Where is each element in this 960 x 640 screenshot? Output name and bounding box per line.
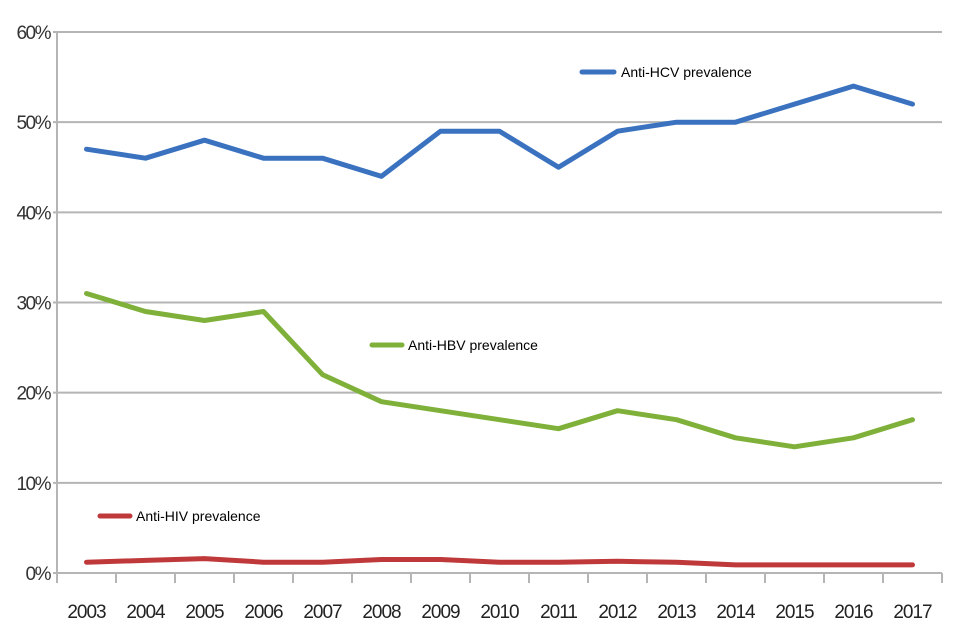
y-tick-label: 20%: [16, 384, 51, 405]
x-tick-label: 2014: [716, 602, 756, 623]
x-tick-label: 2006: [244, 602, 283, 623]
gridlines: [53, 31, 942, 574]
legend-label-hbv: Anti-HBV prevalence: [408, 337, 538, 353]
x-tick-label: 2008: [362, 602, 401, 623]
x-tick-label: 2016: [834, 602, 873, 623]
legend-item-hbv: Anti-HBV prevalence: [369, 337, 538, 353]
x-tick-label: 2017: [893, 602, 932, 623]
y-tick-label: 0%: [26, 564, 52, 585]
series-line-hiv: [84, 556, 915, 568]
x-axis-ticks: 2003 2004 2005 2006 2007 2008 2009 2010 2011 2012…: [67, 602, 933, 623]
y-tick-label: 30%: [16, 294, 51, 315]
x-tick-label: 2004: [126, 602, 166, 623]
x-tick-label: 2010: [480, 602, 519, 623]
y-axis-ticks: 0% 10% 20% 30% 40% 50% 60%: [16, 23, 53, 585]
x-tick-label: 2013: [657, 602, 696, 623]
x-tick-label: 2009: [421, 602, 460, 623]
y-tick-label: 40%: [16, 203, 51, 224]
series-line-hbv: [84, 291, 915, 450]
y-tick-label: 50%: [16, 113, 51, 134]
legend-item-hcv: Anti-HCV prevalence: [579, 64, 752, 80]
y-tick-label: 10%: [16, 474, 51, 495]
legend: Anti-HCV prevalence Anti-HBV prevalence …: [97, 64, 752, 524]
series-lines: [84, 83, 915, 568]
x-tick-label: 2011: [540, 602, 577, 623]
series-line-hcv: [84, 83, 915, 179]
y-tick-label: 60%: [16, 23, 51, 44]
legend-label-hcv: Anti-HCV prevalence: [621, 64, 752, 80]
legend-label-hiv: Anti-HIV prevalence: [136, 508, 261, 524]
x-tick-label: 2007: [303, 602, 342, 623]
legend-item-hiv: Anti-HIV prevalence: [97, 508, 261, 524]
x-tick-label: 2012: [598, 602, 637, 623]
axes: [56, 32, 943, 583]
x-tick-label: 2005: [185, 602, 224, 623]
x-tick-label: 2015: [775, 602, 814, 623]
x-tick-label: 2003: [67, 602, 106, 623]
